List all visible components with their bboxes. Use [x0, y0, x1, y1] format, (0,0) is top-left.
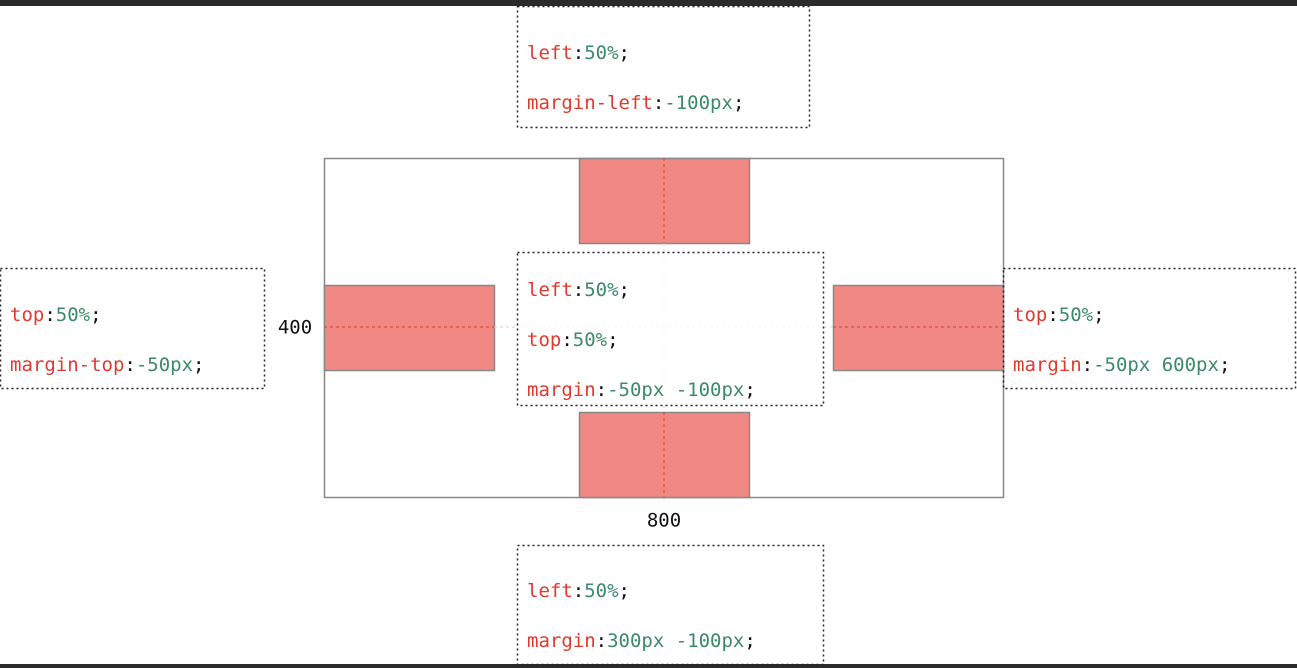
- code-line: top:50%;: [10, 304, 102, 326]
- semicolon: ;: [744, 379, 755, 401]
- value: -50px -100px: [607, 379, 744, 401]
- colon: :: [573, 42, 584, 64]
- code-line: left:50%;: [527, 580, 630, 602]
- code-line: margin:300px -100px;: [527, 630, 756, 652]
- property: top: [1013, 304, 1047, 326]
- semicolon: ;: [1219, 354, 1230, 376]
- code-box: [1002, 267, 1297, 390]
- colon: :: [44, 304, 55, 326]
- value: 50%: [56, 304, 91, 326]
- property: margin-top: [10, 354, 124, 376]
- semicolon: ;: [193, 354, 204, 376]
- property: margin: [527, 379, 596, 401]
- property: margin: [527, 630, 596, 652]
- colon: :: [573, 580, 584, 602]
- colon: :: [596, 379, 607, 401]
- value: 300px -100px: [607, 630, 744, 652]
- colon: :: [596, 630, 607, 652]
- colon: :: [561, 329, 572, 351]
- code-box: [0, 267, 266, 390]
- property: left: [527, 279, 573, 301]
- colon: :: [1047, 304, 1058, 326]
- code-box: [516, 544, 825, 666]
- value: 50%: [1059, 304, 1094, 326]
- bottom-bar: [0, 664, 1297, 668]
- property: left: [527, 580, 573, 602]
- colon: :: [1082, 354, 1093, 376]
- value: 50%: [584, 42, 619, 64]
- semicolon: ;: [733, 92, 744, 114]
- property: margin-left: [527, 92, 653, 114]
- code-line: margin-top:-50px;: [10, 354, 205, 376]
- boxes: [323, 157, 1005, 499]
- value: -50px 600px: [1093, 354, 1219, 376]
- semicolon: ;: [619, 42, 630, 64]
- code-line: left:50%;: [527, 42, 630, 64]
- red-box-left: [323, 284, 496, 372]
- code-box: [516, 251, 825, 407]
- semicolon: ;: [744, 630, 755, 652]
- colon: :: [653, 92, 664, 114]
- property: top: [10, 304, 44, 326]
- value: 50%: [573, 329, 608, 351]
- semicolon: ;: [1093, 304, 1104, 326]
- code-line: margin:-50px 600px;: [1013, 354, 1230, 376]
- semicolon: ;: [619, 580, 630, 602]
- property: top: [527, 329, 561, 351]
- colon: :: [573, 279, 584, 301]
- height-label: 400: [278, 317, 312, 339]
- value: -100px: [664, 92, 733, 114]
- property: left: [527, 42, 573, 64]
- code-line: margin:-50px -100px;: [527, 379, 756, 401]
- code-line: top:50%;: [527, 329, 619, 351]
- value: 50%: [584, 279, 619, 301]
- red-box-right: [832, 284, 1005, 372]
- property: margin: [1013, 354, 1082, 376]
- code-line: margin-left:-100px;: [527, 92, 744, 114]
- width-label: 800: [647, 510, 681, 532]
- value: 50%: [584, 580, 619, 602]
- value: -50px: [136, 354, 193, 376]
- code-box: [516, 5, 811, 129]
- semicolon: ;: [90, 304, 101, 326]
- code-line: left:50%;: [527, 279, 630, 301]
- semicolon: ;: [619, 279, 630, 301]
- code-line: top:50%;: [1013, 304, 1105, 326]
- top-bar: [0, 0, 1297, 6]
- semicolon: ;: [607, 329, 618, 351]
- colon: :: [124, 354, 135, 376]
